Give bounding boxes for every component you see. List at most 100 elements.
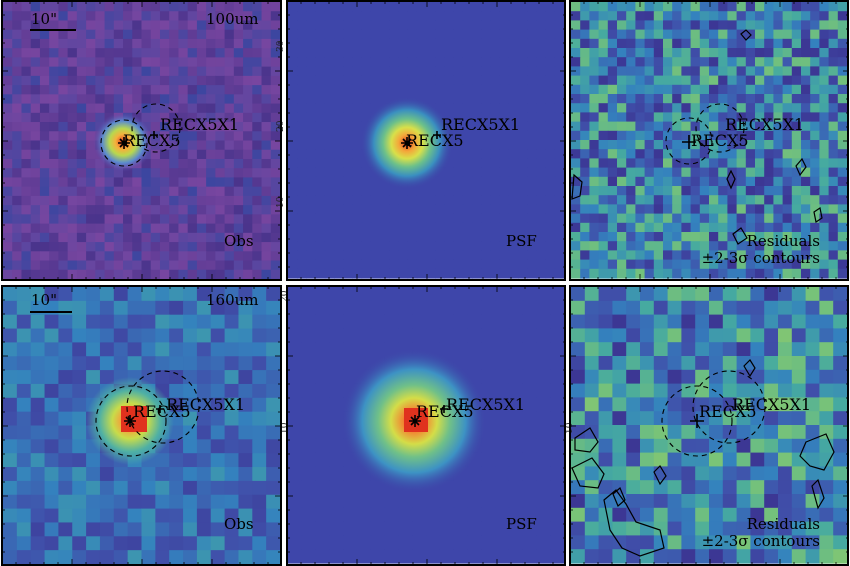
- image-pixel: [67, 2, 78, 12]
- image-pixel: [252, 453, 267, 468]
- image-pixel: [206, 251, 216, 262]
- image-pixel: [640, 535, 655, 550]
- image-pixel: [426, 66, 436, 77]
- image-pixel: [571, 287, 586, 302]
- image-pixel: [462, 167, 473, 178]
- image-pixel: [453, 121, 464, 132]
- image-pixel: [635, 140, 646, 150]
- image-pixel: [352, 94, 363, 104]
- image-pixel: [183, 342, 198, 357]
- image-pixel: [16, 467, 32, 482]
- image-pixel: [370, 213, 381, 224]
- image-pixel: [159, 223, 170, 234]
- image-pixel: [635, 268, 646, 279]
- image-pixel: [773, 103, 784, 113]
- image-pixel: [3, 140, 13, 151]
- image-pixel: [76, 2, 87, 12]
- image-pixel: [132, 38, 143, 49]
- image-pixel: [132, 177, 143, 188]
- image-pixel: [113, 223, 124, 234]
- image-pixel: [224, 480, 240, 496]
- image-pixel: [288, 195, 298, 205]
- image-pixel: [315, 549, 330, 564]
- image-pixel: [210, 300, 226, 316]
- image-pixel: [571, 204, 581, 215]
- image-pixel: [86, 140, 96, 151]
- image-pixel: [266, 411, 281, 427]
- image-pixel: [30, 158, 41, 169]
- image-pixel: [490, 158, 501, 169]
- image-pixel: [141, 75, 152, 86]
- image-pixel: [589, 241, 600, 251]
- image-pixel: [580, 167, 590, 178]
- image-pixel: [481, 241, 491, 251]
- image-pixel: [343, 57, 353, 67]
- image-pixel: [598, 158, 609, 169]
- image-pixel: [243, 48, 253, 58]
- image-pixel: [750, 521, 765, 536]
- image-pixel: [490, 48, 501, 58]
- image-pixel: [306, 222, 317, 233]
- image-pixel: [288, 241, 298, 251]
- image-pixel: [801, 57, 811, 67]
- image-pixel: [266, 314, 281, 330]
- image-pixel: [589, 232, 600, 242]
- image-pixel: [467, 507, 482, 523]
- image-pixel: [352, 20, 363, 31]
- image-pixel: [150, 260, 161, 271]
- image-pixel: [690, 94, 701, 104]
- image-pixel: [444, 38, 455, 49]
- image-pixel: [589, 103, 600, 113]
- image-pixel: [607, 38, 618, 49]
- image-pixel: [755, 29, 765, 40]
- image-pixel: [306, 195, 317, 205]
- image-pixel: [215, 94, 226, 105]
- image-pixel: [361, 66, 372, 77]
- image-pixel: [178, 66, 189, 77]
- image-pixel: [819, 75, 830, 86]
- image-pixel: [261, 223, 272, 234]
- source-markers: [118, 131, 704, 428]
- image-pixel: [550, 452, 565, 467]
- image-pixel: [238, 522, 253, 537]
- tick-label-r2-20: 20: [280, 290, 290, 302]
- image-pixel: [522, 314, 537, 329]
- image-pixel: [782, 195, 793, 205]
- image-pixel: [764, 2, 774, 12]
- image-pixel: [233, 177, 244, 188]
- image-pixel: [791, 328, 807, 343]
- image-pixel: [727, 176, 738, 187]
- image-pixel: [155, 328, 170, 343]
- image-pixel: [499, 213, 510, 224]
- image-pixel: [72, 314, 87, 330]
- image-pixel: [612, 342, 627, 357]
- image-pixel: [123, 2, 133, 12]
- image-pixel: [828, 48, 839, 58]
- image-pixel: [508, 268, 519, 279]
- image-pixel: [837, 130, 848, 141]
- image-pixel: [206, 38, 216, 49]
- image-pixel: [215, 260, 226, 271]
- image-pixel: [764, 158, 774, 169]
- image-pixel: [444, 57, 455, 67]
- image-pixel: [495, 300, 510, 316]
- image-pixel: [67, 57, 78, 68]
- image-pixel: [598, 213, 609, 224]
- image-pixel: [30, 122, 41, 132]
- image-pixel: [315, 232, 326, 242]
- image-pixel: [778, 535, 793, 550]
- image-pixel: [187, 177, 198, 188]
- image-pixel: [243, 158, 253, 169]
- image-pixel: [3, 383, 18, 399]
- image-pixel: [334, 20, 344, 31]
- image-pixel: [755, 112, 765, 123]
- image-pixel: [819, 94, 830, 104]
- image-pixel: [252, 328, 267, 343]
- image-pixel: [833, 328, 848, 343]
- image-pixel: [462, 20, 473, 31]
- image-pixel: [571, 494, 586, 509]
- image-pixel: [663, 75, 673, 86]
- image-pixel: [773, 75, 784, 86]
- image-pixel: [252, 112, 263, 123]
- image-pixel: [380, 268, 390, 279]
